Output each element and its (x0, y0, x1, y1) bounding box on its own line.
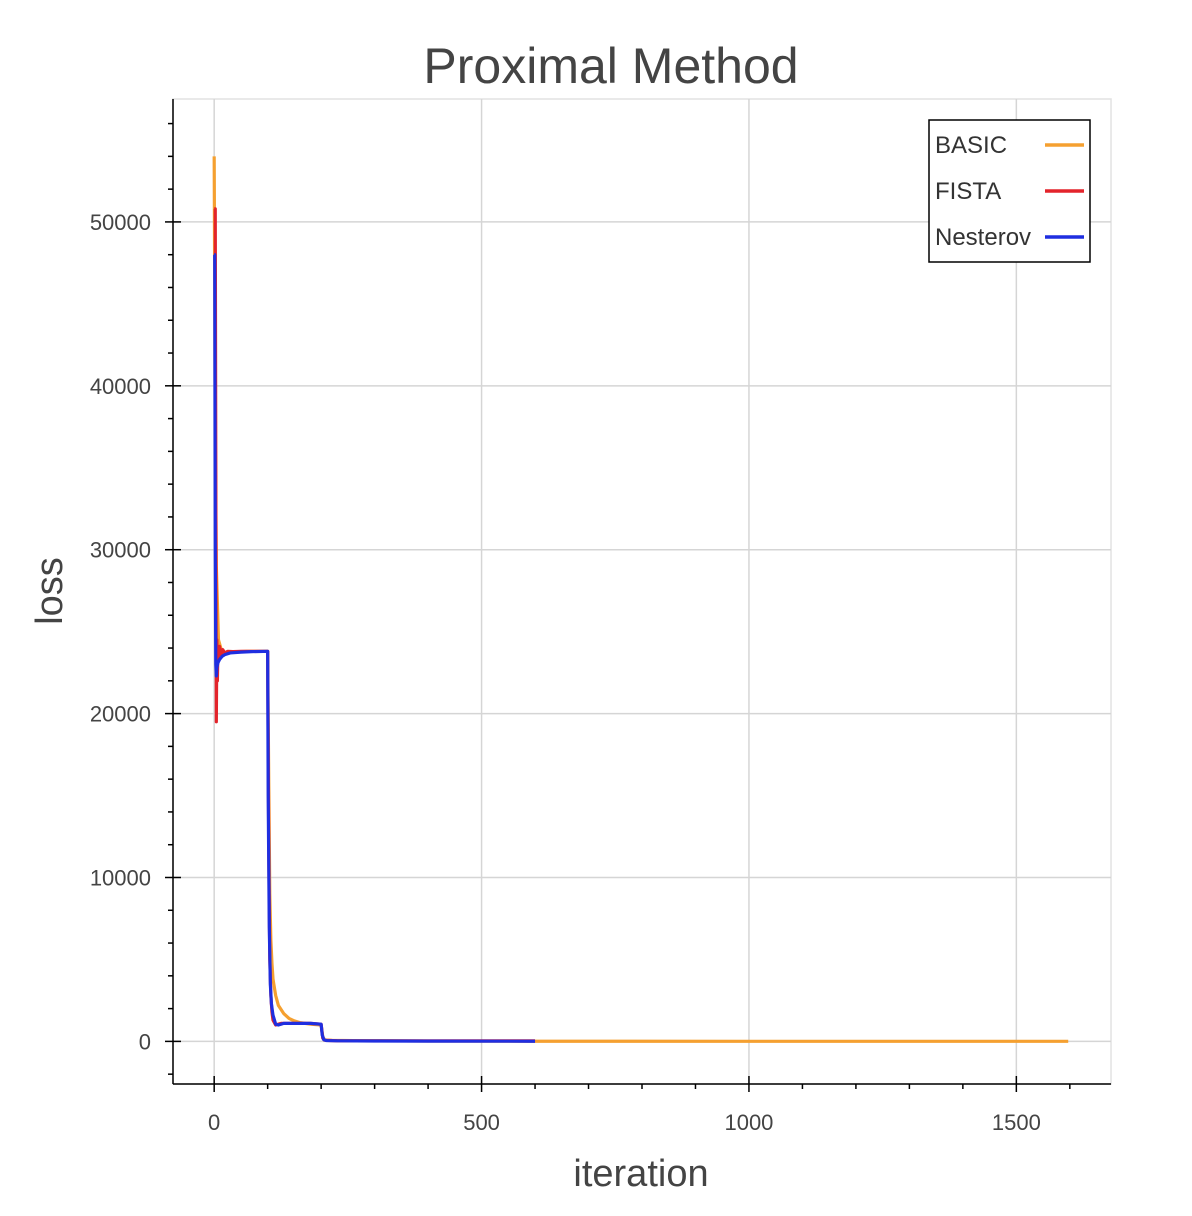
legend: BASIC FISTA Nesterov (928, 119, 1091, 263)
series-line-fista (213, 207, 536, 1043)
y-axis-label: loss (29, 557, 71, 625)
axes: 0 500 1000 1500 0 10000 20000 30000 40000 50000 (90, 99, 1111, 1135)
y-tick-label: 30000 (90, 538, 151, 563)
series-line-nesterov (213, 253, 536, 1043)
series-line-basic (212, 156, 1069, 1043)
y-tick-label: 50000 (90, 210, 151, 235)
y-tick-label: 40000 (90, 374, 151, 399)
x-tick-label: 0 (208, 1110, 220, 1135)
y-tick-label: 20000 (90, 702, 151, 727)
x-tick-label: 500 (463, 1110, 500, 1135)
x-tick-label: 1500 (992, 1110, 1041, 1135)
x-tick-label: 1000 (724, 1110, 773, 1135)
x-axis-label: iteration (573, 1153, 708, 1195)
legend-label-fista: FISTA (935, 178, 1001, 205)
legend-label-nesterov: Nesterov (935, 224, 1031, 251)
chart-title: Proximal Method (423, 38, 798, 94)
y-tick-label: 0 (139, 1029, 151, 1054)
series-layer (212, 156, 1069, 1043)
y-tick-label: 10000 (90, 865, 151, 890)
legend-label-basic: BASIC (935, 132, 1007, 159)
